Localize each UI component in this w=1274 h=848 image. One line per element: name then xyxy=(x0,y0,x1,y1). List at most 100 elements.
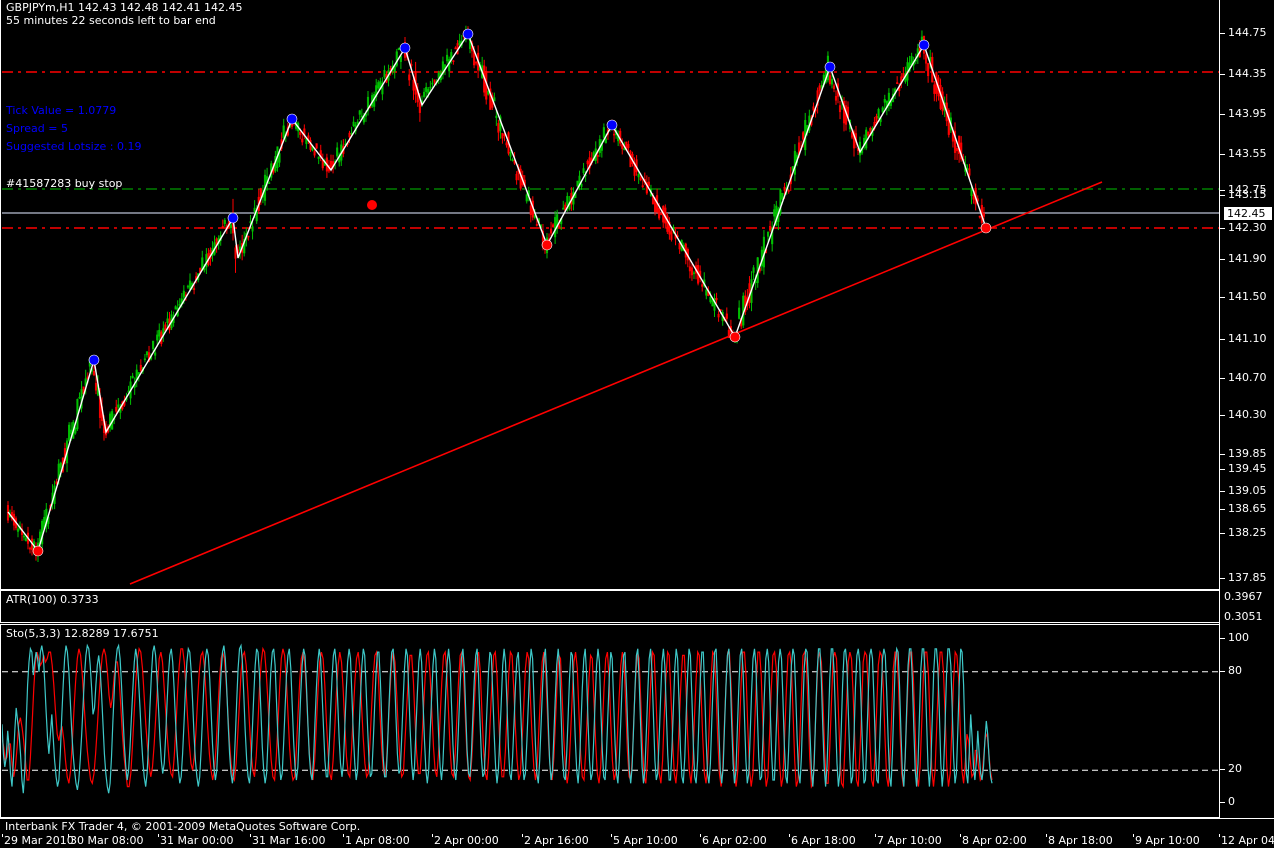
candle-body xyxy=(566,196,569,206)
candle-body xyxy=(525,194,528,202)
order-ticket-label[interactable]: #41587283 buy stop xyxy=(6,177,123,190)
candle-body xyxy=(299,132,302,135)
atr-tick-label: 0.3051 xyxy=(1224,610,1263,623)
candle-body xyxy=(59,462,62,468)
price-tick-label: 137.85 xyxy=(1228,571,1267,584)
candle-body xyxy=(515,174,518,181)
time-tick-label: 6 Apr 02:00 xyxy=(702,834,767,847)
candle-body xyxy=(752,267,755,273)
current-price-box: 142.45 xyxy=(1224,207,1272,220)
price-tick-mark xyxy=(1220,33,1225,34)
candle-body xyxy=(576,180,579,187)
candle-body xyxy=(978,215,981,218)
atr-plot-area xyxy=(2,591,1220,622)
candle-body xyxy=(771,228,774,245)
candle-body xyxy=(552,224,555,228)
price-axis[interactable]: 144.75 144.35 143.95 143.55 143.15 142.75 142.… xyxy=(1219,0,1274,818)
candle-body xyxy=(670,231,673,240)
candle-body xyxy=(554,217,557,238)
stoch-tick-label: 0 xyxy=(1228,795,1235,808)
time-tick-mark xyxy=(2,834,3,837)
candle-body xyxy=(818,85,821,91)
pivot-high-dot xyxy=(606,119,618,131)
price-tick-label: 141.50 xyxy=(1228,290,1267,303)
candle-body xyxy=(321,160,324,169)
candle-body xyxy=(397,47,400,51)
candle-body xyxy=(315,143,318,149)
candle-body xyxy=(647,181,650,186)
candle-body xyxy=(92,370,96,376)
candle-body xyxy=(842,101,846,124)
candle-body xyxy=(830,78,834,85)
candle-body xyxy=(783,186,786,191)
price-chart-svg xyxy=(2,25,1220,585)
time-tick-label: 31 Mar 00:00 xyxy=(160,834,234,847)
price-tick-label: 144.35 xyxy=(1228,67,1267,80)
candle-body xyxy=(408,74,411,81)
candle-body xyxy=(766,231,770,237)
candle-body xyxy=(313,151,316,156)
candle-body xyxy=(178,304,181,306)
candle-body xyxy=(487,91,490,95)
candle-body xyxy=(802,132,805,140)
time-tick-mark xyxy=(700,834,701,837)
symbol-period-quote-label: GBPJPYm,H1 142.43 142.48 142.41 142.45 xyxy=(6,1,243,14)
time-axis[interactable]: 29 Mar 2010 30 Mar 08:00 31 Mar 00:00 31 Ma… xyxy=(0,834,1274,848)
stochastic-chart-svg xyxy=(2,643,1220,794)
candle-body xyxy=(193,288,196,290)
candle-body xyxy=(431,82,434,85)
time-tick-mark xyxy=(250,834,251,837)
candle-body xyxy=(427,88,430,94)
pivot-high-dot xyxy=(399,42,411,54)
time-tick-label: 9 Apr 10:00 xyxy=(1135,834,1200,847)
candle-body xyxy=(828,75,832,84)
candle-body xyxy=(166,318,169,324)
price-tick-mark xyxy=(1220,74,1225,75)
candle-body xyxy=(953,130,957,153)
candle-body xyxy=(109,413,112,428)
price-tick-mark xyxy=(1220,195,1225,196)
price-tick-label: 138.65 xyxy=(1228,502,1267,515)
candle-body xyxy=(446,54,449,62)
stochastic-indicator-panel[interactable]: Sto(5,3,3) 12.8289 17.6751 xyxy=(0,624,1274,818)
price-tick-mark xyxy=(1220,491,1225,492)
candle-body xyxy=(972,194,975,200)
pivot-high-dot xyxy=(462,28,474,40)
candle-body xyxy=(137,372,140,375)
candle-body xyxy=(115,406,118,412)
pivot-low-dot xyxy=(729,331,741,343)
time-tick-mark xyxy=(68,834,69,837)
price-tick-mark xyxy=(1220,228,1225,229)
candle-body xyxy=(787,190,790,192)
candle-body xyxy=(94,382,98,391)
candle-body xyxy=(933,84,936,94)
pivot-low-dot xyxy=(980,222,992,234)
time-tick-label: 30 Mar 08:00 xyxy=(70,834,144,847)
price-tick-mark xyxy=(1220,154,1225,155)
candle-body xyxy=(602,127,605,138)
price-chart-panel[interactable]: GBPJPYm,H1 142.43 142.48 142.41 142.45 5… xyxy=(0,0,1274,590)
candle-body xyxy=(186,285,189,288)
candle-body xyxy=(28,547,32,550)
candle-body xyxy=(282,125,285,138)
stoch-tick-label: 80 xyxy=(1228,663,1242,677)
price-tick-mark xyxy=(1220,259,1225,260)
price-tick-mark xyxy=(1220,454,1225,455)
zigzag-line xyxy=(7,32,987,553)
candle-body xyxy=(832,85,836,90)
price-tick-mark xyxy=(1220,415,1225,416)
time-tick-mark xyxy=(1219,834,1220,837)
candle-body xyxy=(725,313,728,319)
candle-body xyxy=(604,138,607,144)
price-plot-area[interactable] xyxy=(2,0,1220,589)
candle-body xyxy=(956,148,959,152)
candle-body xyxy=(709,296,712,303)
candle-body xyxy=(970,190,973,197)
trendline[interactable] xyxy=(129,181,1103,585)
candle-body xyxy=(377,82,380,89)
pivot-high-dot xyxy=(918,39,930,51)
candle-body xyxy=(705,289,708,296)
price-tick-label: 140.70 xyxy=(1228,371,1267,384)
atr-indicator-panel[interactable]: ATR(100) 0.3733 xyxy=(0,590,1274,623)
